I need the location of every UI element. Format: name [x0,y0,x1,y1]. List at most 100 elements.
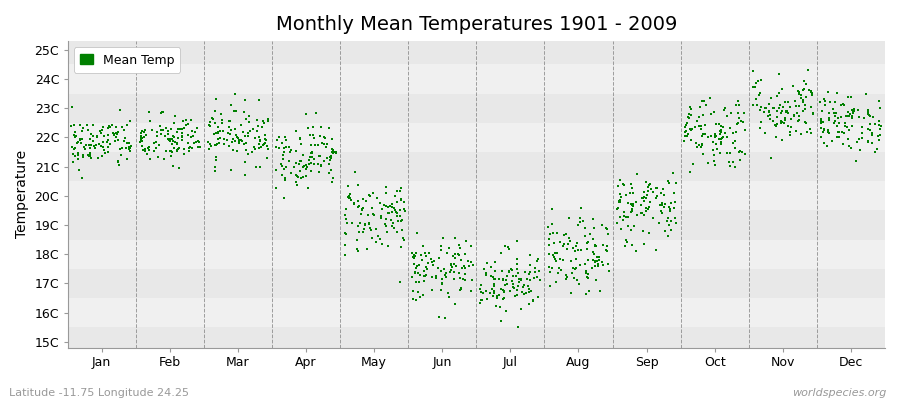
Point [611,182,625,189]
Point [763,112,778,118]
Point [588,262,602,269]
Point [619,214,634,220]
Point [772,90,787,96]
Point [822,110,836,116]
Point [112,162,126,168]
Point [120,140,134,146]
Point [446,261,461,267]
Point [84,155,98,161]
Point [289,148,303,154]
Point [361,212,375,218]
Point [751,78,765,84]
Point [275,152,290,158]
Point [655,209,670,216]
Point [563,238,578,244]
Point [241,133,256,140]
Point [730,98,744,104]
Point [238,132,252,139]
Point [573,246,588,253]
Point [580,273,595,280]
Point [71,152,86,158]
Point [487,276,501,283]
Point [683,104,698,110]
Point [669,180,683,186]
Point [617,212,632,219]
Point [92,140,106,147]
Point [209,157,223,164]
Point [269,185,284,192]
Point [326,147,340,153]
Point [385,222,400,229]
Point [362,192,376,198]
Point [695,98,709,104]
Point [838,122,852,129]
Point [684,111,698,118]
Point [252,97,266,103]
Point [284,170,298,176]
Point [409,250,423,256]
Point [624,208,638,215]
Point [653,190,668,196]
Point [487,290,501,296]
Point [257,140,272,147]
Point [816,140,831,147]
Point [296,164,310,170]
Point [74,140,88,146]
Point [513,276,527,282]
Point [369,239,383,245]
Point [762,116,777,122]
Point [229,132,243,138]
Point [521,300,535,307]
Point [502,269,517,276]
Point [695,141,709,147]
Point [342,193,356,200]
Point [409,269,423,275]
Point [506,281,520,288]
Point [299,111,313,117]
Point [612,198,626,204]
Point [584,264,598,271]
Point [415,257,429,263]
Point [775,118,789,125]
Point [414,252,428,258]
Point [770,93,784,99]
Point [600,243,615,249]
Point [545,230,560,236]
Point [184,134,199,141]
Point [841,136,855,142]
Point [549,278,563,285]
Point [818,102,832,109]
Point [177,146,192,153]
Point [796,97,810,103]
Point [662,204,676,210]
Point [522,286,536,292]
Point [726,158,741,165]
Point [204,115,219,122]
Point [691,123,706,129]
Point [720,113,734,120]
Point [347,200,362,206]
Point [164,126,178,132]
Point [181,120,195,127]
Point [541,264,555,270]
Point [543,283,557,289]
Point [564,289,579,296]
Point [642,182,656,188]
Point [862,121,877,127]
Point [860,111,875,117]
Point [82,152,96,159]
Point [871,133,886,139]
Point [308,142,322,148]
Point [234,137,248,144]
Point [681,114,696,120]
Point [411,279,426,285]
Point [272,133,286,140]
Point [596,242,610,248]
Point [324,152,338,159]
Point [754,104,769,110]
Point [642,204,656,210]
Point [698,122,713,128]
Point [191,138,205,144]
Point [806,92,820,99]
Point [438,274,453,280]
